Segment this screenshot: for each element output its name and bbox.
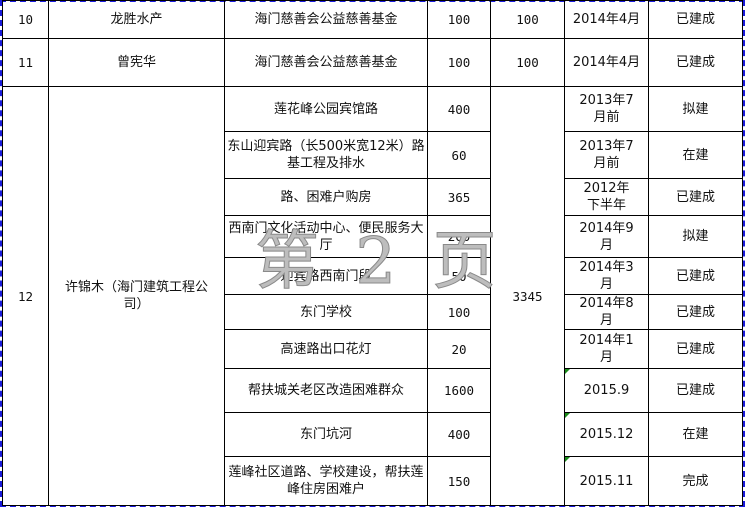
total-amount: 3345	[490, 86, 565, 506]
completion-date: 2014年4月	[564, 38, 649, 87]
completion-date: 2015.9	[564, 368, 649, 413]
completion-date: 2013年7月前	[564, 86, 649, 132]
total-amount: 100	[490, 0, 565, 39]
completion-date: 2014年9月	[564, 215, 649, 258]
project-status: 已建成	[648, 38, 743, 87]
table-row: 路、困难户购房 365 2012年下半年 已建成	[3, 178, 743, 216]
completion-date: 2013年7月前	[564, 131, 649, 179]
project-status: 已建成	[648, 257, 743, 295]
completion-date: 2015.12	[564, 412, 649, 457]
project-status: 在建	[648, 412, 743, 457]
project-name: 莲峰社区道路、学校建设，帮扶莲峰住房困难户	[224, 456, 428, 506]
project-amount: 60	[427, 131, 491, 179]
project-status: 拟建	[648, 215, 743, 258]
project-status: 已建成	[648, 294, 743, 330]
project-amount: 365	[427, 178, 491, 216]
completion-date: 2015.11	[564, 456, 649, 506]
project-name: 迎宾路西南门段	[224, 257, 428, 295]
table-row: 莲峰社区道路、学校建设，帮扶莲峰住房困难户 150 2015.11 完成	[3, 456, 743, 506]
project-amount: 100	[427, 0, 491, 39]
project-status: 已建成	[648, 178, 743, 216]
project-status: 在建	[648, 131, 743, 179]
project-amount: 20	[427, 329, 491, 369]
project-name: 海门慈善会公益慈善基金	[224, 0, 428, 39]
table-row: 迎宾路西南门段 50 2014年3月 已建成	[3, 257, 743, 295]
row-number: 11	[2, 38, 49, 87]
total-amount: 100	[490, 38, 565, 87]
donor-name: 龙胜水产	[48, 0, 225, 39]
completion-date: 2014年8月	[564, 294, 649, 330]
project-amount: 400	[427, 86, 491, 132]
completion-date: 2014年4月	[564, 0, 649, 39]
project-amount: 400	[427, 412, 491, 457]
completion-date: 2012年下半年	[564, 178, 649, 216]
project-amount: 150	[427, 456, 491, 506]
completion-date: 2014年3月	[564, 257, 649, 295]
table-row: 10 龙胜水产 海门慈善会公益慈善基金 100 100 2014年4月 已建成	[2, 0, 743, 39]
project-name: 莲花峰公园宾馆路	[224, 86, 428, 132]
project-status: 已建成	[648, 0, 743, 39]
table-row: 西南门文化活动中心、便民服务大厅 200 2014年9月 拟建	[3, 215, 743, 258]
row-number: 10	[2, 0, 49, 39]
cell-comment-marker	[565, 369, 570, 374]
row-number: 12	[2, 86, 49, 506]
project-name: 路、困难户购房	[224, 178, 428, 216]
project-status: 已建成	[648, 329, 743, 369]
completion-date: 2014年1月	[564, 329, 649, 369]
project-amount: 100	[427, 38, 491, 87]
project-name: 西南门文化活动中心、便民服务大厅	[224, 215, 428, 258]
project-name: 高速路出口花灯	[224, 329, 428, 369]
cell-comment-marker	[565, 457, 570, 462]
table-row: 东山迎宾路（长500米宽12米）路基工程及排水 60 2013年7月前 在建	[3, 131, 743, 179]
project-amount: 200	[427, 215, 491, 258]
project-name: 东门学校	[224, 294, 428, 330]
project-name: 东门坑河	[224, 412, 428, 457]
project-name: 东山迎宾路（长500米宽12米）路基工程及排水	[224, 131, 428, 179]
table-row: 东门坑河 400 2015.12 在建	[3, 412, 743, 457]
project-status: 已建成	[648, 368, 743, 413]
project-name: 帮扶城关老区改造困难群众	[224, 368, 428, 413]
project-status: 完成	[648, 456, 743, 506]
table-row: 11 曾宪华 海门慈善会公益慈善基金 100 100 2014年4月 已建成	[2, 38, 743, 87]
cell-comment-marker	[565, 413, 570, 418]
project-amount: 50	[427, 257, 491, 295]
project-name: 海门慈善会公益慈善基金	[224, 38, 428, 87]
project-amount: 100	[427, 294, 491, 330]
donor-name: 许锦木（海门建筑工程公司）	[48, 86, 225, 506]
table-row: 东门学校 100 2014年8月 已建成	[3, 294, 743, 330]
donor-name: 曾宪华	[48, 38, 225, 87]
project-amount: 1600	[427, 368, 491, 413]
table-row: 12 许锦木（海门建筑工程公司） 莲花峰公园宾馆路 400 3345 2013年7月前 拟建	[2, 86, 743, 506]
project-status: 拟建	[648, 86, 743, 132]
